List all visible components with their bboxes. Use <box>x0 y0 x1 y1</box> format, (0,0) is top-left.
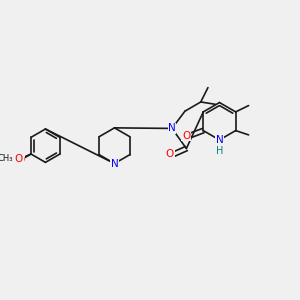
Text: N: N <box>168 123 176 134</box>
Text: O: O <box>16 155 24 165</box>
Text: N: N <box>111 158 119 169</box>
Text: H: H <box>216 146 223 156</box>
Text: O: O <box>182 131 190 141</box>
Text: O: O <box>15 154 23 164</box>
Text: O: O <box>166 149 174 159</box>
Text: N: N <box>216 135 223 145</box>
Text: CH₃: CH₃ <box>0 154 14 163</box>
